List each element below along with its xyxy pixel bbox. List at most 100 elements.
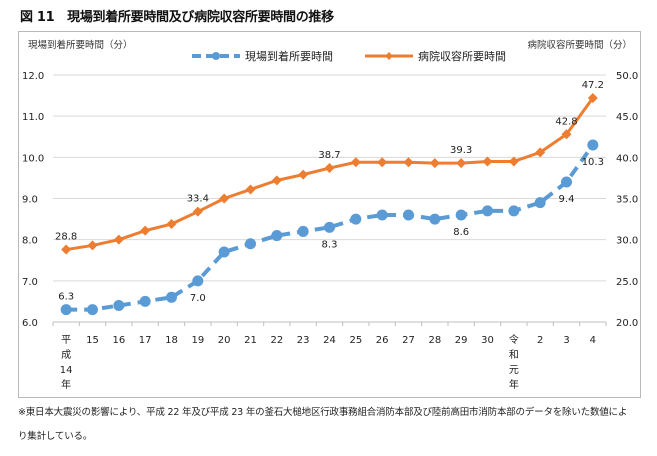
- data-point-hospital: [456, 158, 467, 169]
- data-point-hospital: [508, 156, 519, 167]
- right-tick-label: 25.0: [616, 277, 638, 288]
- series-layer: [60, 93, 599, 316]
- legend-label-arrival: 現場到着所要時間: [245, 50, 333, 63]
- x-tick-label: 27: [402, 335, 415, 346]
- data-point-arrival: [403, 209, 414, 221]
- legend-label-hospital: 病院収容所要時間: [418, 50, 506, 63]
- x-tick-label: 30: [481, 335, 494, 346]
- x-tick-label: 18: [165, 335, 178, 346]
- x-tick-label: 年: [61, 378, 71, 391]
- data-point-arrival: [297, 225, 309, 237]
- x-tick-label: 22: [270, 335, 283, 346]
- left-axis-ticks: 6.0 7.0 8.0 9.0 10.0 11.0 12.0: [22, 71, 44, 329]
- left-tick-label: 8.0: [22, 236, 38, 247]
- x-tick-label: 3: [563, 335, 569, 346]
- right-tick-label: 20.0: [616, 318, 638, 329]
- data-point-hospital: [245, 184, 256, 195]
- data-point-arrival: [60, 304, 72, 316]
- x-tick-label: 20: [218, 335, 231, 346]
- data-label: 10.3: [582, 157, 604, 168]
- data-point-hospital: [561, 129, 572, 140]
- data-point-hospital: [350, 157, 361, 168]
- data-label: 6.3: [58, 292, 74, 303]
- data-point-arrival: [139, 295, 151, 307]
- data-label: 8.6: [453, 227, 469, 238]
- figure-title: 図 11 現場到着所要時間及び病院収容所要時間の推移: [20, 10, 334, 25]
- data-point-arrival: [429, 213, 441, 225]
- data-point-arrival: [561, 176, 572, 188]
- data-point-hospital: [113, 234, 124, 245]
- x-tick-label: 26: [376, 335, 389, 346]
- data-point-arrival: [271, 230, 283, 242]
- data-point-hospital: [271, 175, 282, 186]
- data-label: 7.0: [190, 293, 206, 304]
- x-tick-label: 年: [509, 378, 519, 391]
- x-tick-label: 元: [509, 365, 519, 376]
- x-tick-label: 平: [61, 335, 71, 346]
- data-point-arrival: [324, 221, 335, 233]
- x-tick-label: 15: [86, 335, 99, 346]
- x-tick-label: 28: [428, 335, 441, 346]
- right-tick-label: 45.0: [616, 112, 638, 123]
- data-label: 33.4: [187, 194, 209, 205]
- data-point-hospital: [166, 219, 177, 230]
- right-axis-title: 病院収容所要時間（分）: [527, 40, 632, 51]
- x-tick-label: 成: [61, 349, 71, 361]
- right-tick-label: 30.0: [616, 236, 638, 247]
- data-point-arrival: [87, 304, 98, 316]
- data-point-hospital: [87, 240, 98, 251]
- data-label: 42.8: [555, 116, 577, 127]
- x-tick-label: 14: [60, 365, 73, 376]
- x-tick-label: 17: [139, 335, 152, 346]
- chart-plot: 6.0 7.0 8.0 9.0 10.0 11.0 12.0 20.0 25.0 30.0 35.…: [22, 71, 638, 391]
- data-point-hospital: [535, 147, 546, 158]
- data-point-hospital: [429, 158, 440, 169]
- x-tick-label: 4: [590, 335, 596, 346]
- right-axis-ticks: 20.0 25.0 30.0 35.0 40.0 45.0 50.0: [616, 71, 638, 329]
- data-point-hospital: [298, 169, 309, 180]
- data-label: 47.2: [582, 80, 604, 91]
- x-tick-label: 16: [112, 335, 125, 346]
- x-tick-label: 19: [191, 335, 204, 346]
- gridlines: [53, 74, 606, 282]
- data-label: 38.7: [318, 150, 340, 161]
- left-tick-label: 7.0: [22, 277, 38, 288]
- data-point-hospital: [482, 156, 493, 167]
- x-tick-label: 24: [323, 335, 336, 346]
- data-point-arrival: [245, 238, 256, 250]
- x-tick-label: 23: [297, 335, 310, 346]
- x-tick-label: 令: [509, 333, 519, 346]
- x-tick-label: 21: [244, 335, 257, 346]
- legend-item-arrival: 現場到着所要時間: [190, 48, 333, 64]
- legend-item-hospital: 病院収容所要時間: [363, 48, 506, 64]
- legend: 現場到着所要時間 病院収容所要時間: [190, 48, 506, 64]
- footnote-line-2: り集計している。: [18, 431, 93, 442]
- data-point-arrival: [534, 197, 546, 209]
- right-tick-label: 40.0: [616, 153, 638, 164]
- data-point-hospital: [140, 225, 151, 236]
- x-tick-label: 25: [349, 335, 362, 346]
- chart-frame: [18, 31, 641, 398]
- left-tick-label: 11.0: [22, 112, 44, 123]
- right-tick-label: 35.0: [616, 195, 638, 206]
- data-point-arrival: [192, 275, 204, 287]
- x-tick-label: 29: [455, 335, 468, 346]
- x-tick-label: 2: [537, 335, 543, 346]
- left-tick-label: 6.0: [22, 318, 38, 329]
- left-tick-label: 9.0: [22, 195, 38, 206]
- left-axis-title: 現場到着所要時間（分）: [28, 40, 133, 51]
- data-label: 39.3: [450, 145, 472, 156]
- data-point-arrival: [455, 209, 467, 221]
- data-point-arrival: [113, 300, 125, 312]
- data-point-hospital: [192, 206, 203, 217]
- left-tick-label: 10.0: [22, 153, 44, 164]
- data-point-arrival: [218, 246, 230, 258]
- data-point-hospital: [587, 93, 598, 104]
- data-point-arrival: [166, 291, 177, 303]
- data-point-arrival: [350, 213, 362, 225]
- data-point-arrival: [482, 205, 493, 217]
- data-point-arrival: [376, 209, 388, 221]
- data-label: 8.3: [322, 239, 338, 250]
- x-tick-label: 和: [509, 349, 519, 361]
